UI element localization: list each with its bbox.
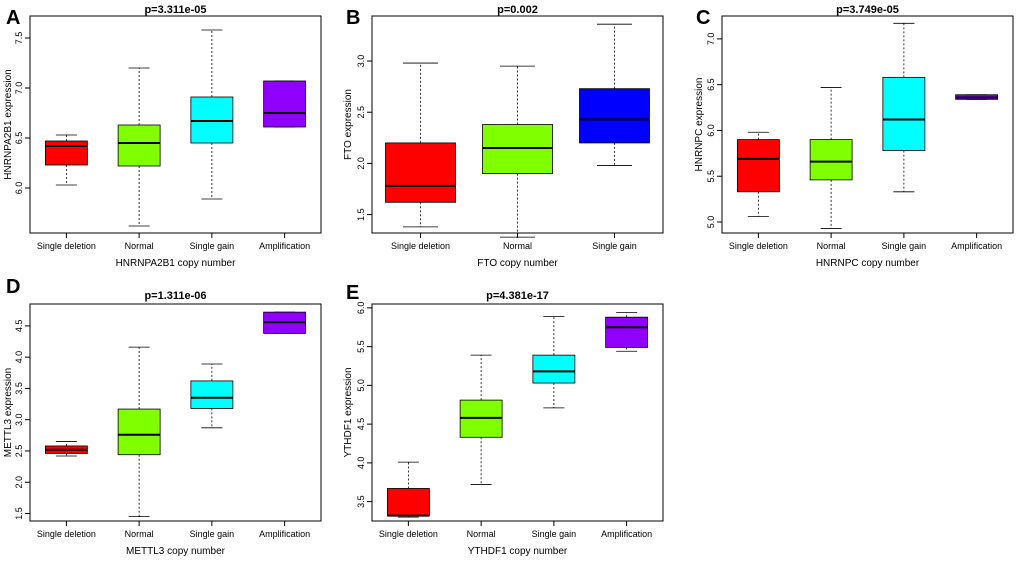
panel-c-xtick-label-2: Single gain xyxy=(882,241,927,251)
panel-b-letter: B xyxy=(346,7,360,29)
panel-a-ytick-label-1: 6.5 xyxy=(14,132,24,145)
panel-c-letter: C xyxy=(696,7,710,29)
panel-d-xtick-label-2: Single gain xyxy=(190,529,235,539)
panel-e-ytick-label-1: 4.0 xyxy=(356,457,366,470)
panel-d-title: p=1.311e-06 xyxy=(144,290,206,302)
panel-d-frame xyxy=(29,303,322,522)
panel-a-xtick-label-0: Single deletion xyxy=(37,241,96,251)
panel-e-ylabel: YTHDF1 expression xyxy=(343,367,354,457)
panel-a-box-3-iqr xyxy=(263,80,307,128)
panel-c-xtick-label-1: Normal xyxy=(817,241,846,251)
panel-e-box-2-iqr xyxy=(532,354,576,384)
panel-d-ytick-label-3: 3.0 xyxy=(14,413,24,426)
panel-e-xtick-label-1: Normal xyxy=(467,529,496,539)
panel-c-frame xyxy=(721,15,1014,234)
panel-a-letter: A xyxy=(6,7,20,29)
panel-b-box-0-iqr xyxy=(385,142,456,203)
panel-c-xlabel: HNRNPC copy number xyxy=(816,258,920,269)
panel-a-ytick-label-2: 7.0 xyxy=(14,82,24,95)
panel-b-ytick-label-3: 3.0 xyxy=(356,55,366,68)
panel-b-xtick-label-2: Single gain xyxy=(592,241,637,251)
panel-e-title: p=4.381e-17 xyxy=(486,290,549,302)
panel-b-title: p=0.002 xyxy=(497,4,538,16)
panel-c-ytick-label-1: 5.5 xyxy=(706,170,716,183)
panel-d-xtick-label-0: Single deletion xyxy=(37,529,96,539)
panel-b-xlabel: FTO copy number xyxy=(477,258,558,269)
panel-d-xtick-label-1: Normal xyxy=(125,529,154,539)
panel-b-ytick-label-0: 1.5 xyxy=(356,208,366,221)
panel-b-ytick-label-2: 2.5 xyxy=(356,106,366,119)
panel-e-box-0-iqr xyxy=(386,488,430,516)
panel-e-xtick-label-2: Single gain xyxy=(532,529,577,539)
panel-a-xtick-label-3: Amplification xyxy=(259,241,310,251)
panel-d-ytick-label-2: 2.5 xyxy=(14,445,24,458)
panel-e-ytick-label-3: 5.0 xyxy=(356,379,366,392)
panel-c-box-1-iqr xyxy=(809,139,853,181)
panel-c-ytick-label-2: 6.0 xyxy=(706,124,716,137)
panel-b-box-2-iqr xyxy=(579,88,650,144)
panel-d-ytick-label-1: 2.0 xyxy=(14,476,24,489)
panel-b-ytick-label-1: 2.0 xyxy=(356,157,366,170)
panel-d-ylabel: METTL3 expression xyxy=(3,368,14,457)
panel-c-ytick-label-0: 5.0 xyxy=(706,216,716,229)
panel-c-ytick-label-4: 7.0 xyxy=(706,33,716,46)
panel-c-xtick-label-0: Single deletion xyxy=(729,241,788,251)
panel-d-xtick-label-3: Amplification xyxy=(259,529,310,539)
panel-b-xtick-label-0: Single deletion xyxy=(391,241,450,251)
panel-a-box-0-iqr xyxy=(44,140,88,166)
panel-c-ylabel: HNRNPC expression xyxy=(694,78,705,172)
panel-d-ytick-label-6: 4.5 xyxy=(14,320,24,333)
panel-b-xtick-label-1: Normal xyxy=(503,241,532,251)
panel-a-title: p=3.311e-05 xyxy=(144,4,206,16)
panel-e-frame xyxy=(371,303,664,522)
panel-c-xtick-label-3: Amplification xyxy=(951,241,1002,251)
panel-e-ytick-label-2: 4.5 xyxy=(356,418,366,431)
panel-d-box-2-iqr xyxy=(190,380,234,409)
panel-a-ytick-label-3: 7.5 xyxy=(14,32,24,45)
panel-d-ytick-label-4: 3.5 xyxy=(14,382,24,395)
panel-e-ytick-label-0: 3.5 xyxy=(356,495,366,508)
panel-e-letter: E xyxy=(346,282,359,304)
panel-a-xlabel: HNRNPA2B1 copy number xyxy=(116,258,237,269)
panel-a-box-1-iqr xyxy=(117,124,161,167)
panel-e-box-3-iqr xyxy=(605,316,649,348)
panel-d-letter: D xyxy=(6,276,20,298)
panel-e-ytick-label-5: 6.0 xyxy=(356,302,366,315)
panel-a-ylabel: HNRNPA2B1 expression xyxy=(3,69,14,179)
panel-d-box-1-iqr xyxy=(117,408,161,456)
panel-d-ytick-label-0: 1.5 xyxy=(14,507,24,520)
panel-e-xtick-label-3: Amplification xyxy=(601,529,652,539)
panel-c-box-0-iqr xyxy=(736,139,780,193)
panel-e-xlabel: YTHDF1 copy number xyxy=(468,546,568,557)
panel-a-xtick-label-2: Single gain xyxy=(190,241,235,251)
panel-e-xtick-label-0: Single deletion xyxy=(379,529,438,539)
panel-c-box-2-iqr xyxy=(882,76,926,151)
panel-d-xlabel: METTL3 copy number xyxy=(126,546,226,557)
panel-b-ylabel: FTO expression xyxy=(343,89,354,160)
panel-b-box-1-iqr xyxy=(482,124,553,175)
panel-a-ytick-label-0: 6.0 xyxy=(14,182,24,195)
panel-a-frame xyxy=(29,15,322,234)
panel-e-ytick-label-4: 5.5 xyxy=(356,340,366,353)
panel-d-ytick-label-5: 4.0 xyxy=(14,351,24,364)
panel-a-xtick-label-1: Normal xyxy=(125,241,154,251)
panel-c-ytick-label-3: 6.5 xyxy=(706,78,716,91)
panel-c-title: p=3.749e-05 xyxy=(836,4,899,16)
